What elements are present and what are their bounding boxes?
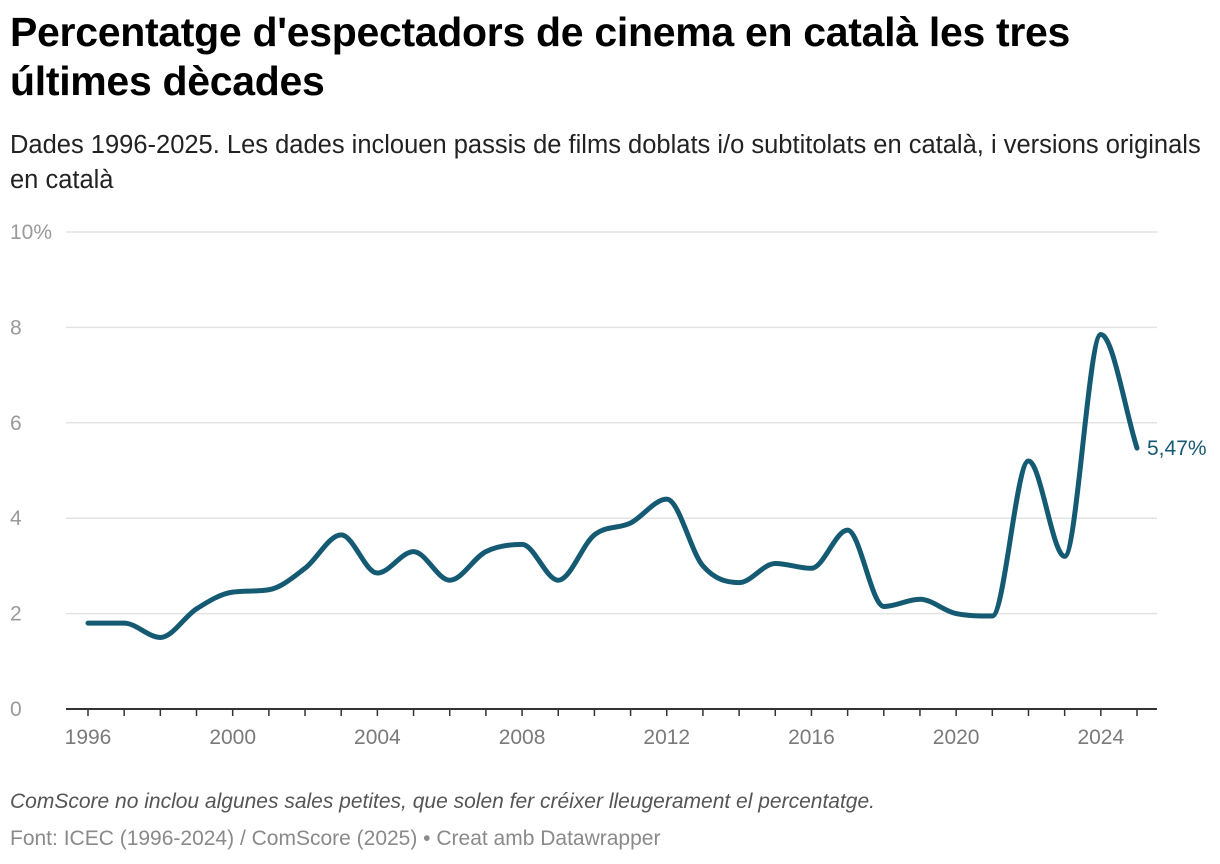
series-line — [85, 332, 1140, 640]
end-value-label: 5,47% — [1147, 437, 1207, 460]
chart-title: Percentatge d'espectadors de cinema en c… — [10, 9, 1071, 104]
x-tick-label: 2020 — [933, 726, 980, 749]
series-layer — [85, 332, 1140, 640]
x-tick-label: 2012 — [643, 726, 690, 749]
chart-note: ComScore no inclou algunes sales petites… — [10, 790, 875, 813]
y-tick-label: 2 — [10, 603, 22, 626]
label-layer: 5,47% — [1147, 437, 1207, 460]
x-tick-label: 1996 — [65, 726, 112, 749]
chart-subtitle: Dades 1996-2025. Les dades inclouen pass… — [10, 131, 1201, 194]
x-tick-label: 2024 — [1077, 726, 1124, 749]
x-tick-label: 2016 — [788, 726, 835, 749]
y-tick-label: 8 — [10, 316, 22, 339]
chart-source: Font: ICEC (1996-2024) / ComScore (2025)… — [10, 827, 661, 850]
y-tick-label: 0 — [10, 698, 22, 721]
x-tick-label: 2000 — [209, 726, 256, 749]
axis-layer: 0 2 4 6 8 10% 1996 2000 2004 2008 2012 2016 2020 2024 — [10, 221, 1157, 749]
x-tick-label: 2004 — [354, 726, 401, 749]
grid-layer — [66, 231, 1157, 615]
y-tick-label: 4 — [10, 507, 22, 530]
x-tick-label: 2008 — [499, 726, 546, 749]
y-tick-label: 10% — [10, 221, 52, 244]
y-tick-label: 6 — [10, 412, 22, 435]
